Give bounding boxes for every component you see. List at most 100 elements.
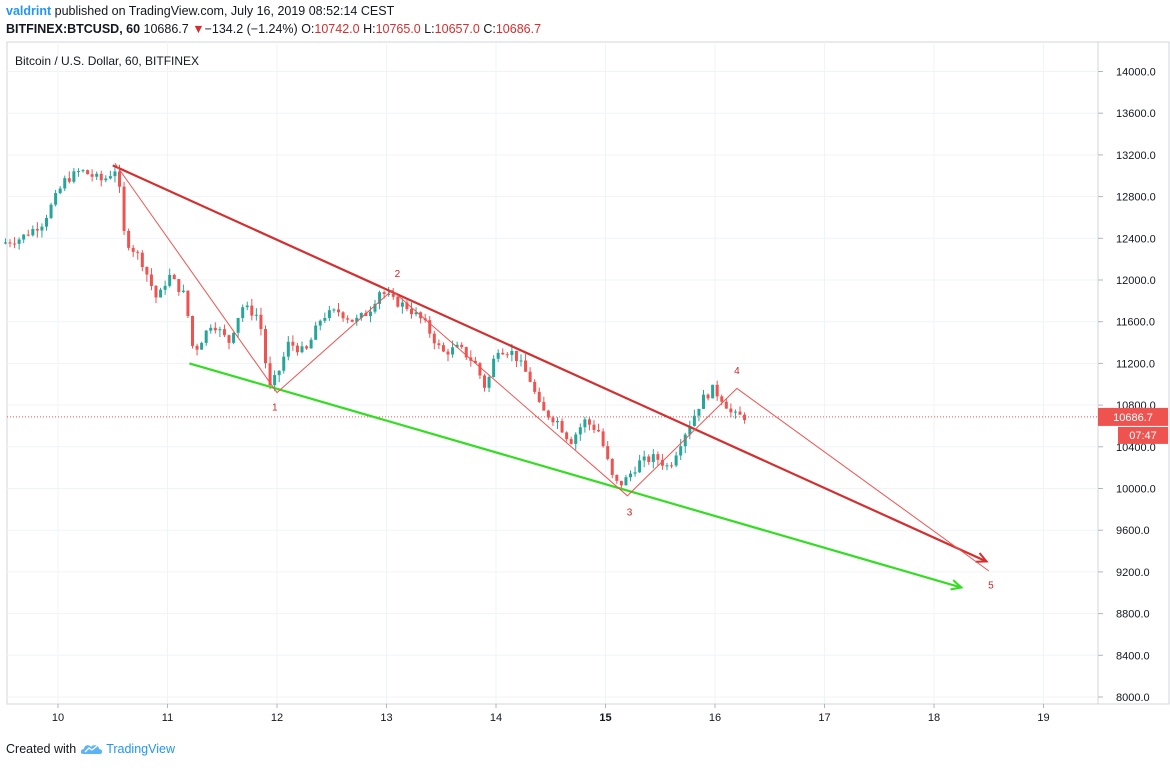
candle-body: [54, 193, 58, 205]
wave-label: 5: [988, 581, 994, 592]
x-tick-label: 10: [52, 712, 64, 724]
wave-label: 3: [627, 508, 633, 519]
candle-body: [400, 302, 404, 307]
candle-body: [227, 335, 231, 343]
candle-body: [58, 188, 62, 194]
candle-body: [432, 333, 436, 344]
x-tick-label: 12: [271, 712, 283, 724]
created-with-text: Created with: [6, 742, 77, 756]
candle-body: [565, 432, 569, 440]
candle-body: [213, 327, 217, 331]
candle-body: [3, 242, 7, 244]
candle-body: [26, 234, 30, 236]
y-tick-label: 12800.0: [1116, 192, 1156, 204]
candle-body: [149, 274, 153, 286]
candle-body: [13, 243, 17, 245]
candle-body: [537, 391, 541, 402]
candle-body: [487, 376, 491, 388]
author-name[interactable]: valdrint: [6, 4, 52, 18]
candle-body: [414, 312, 418, 315]
candle-body: [99, 173, 103, 181]
time-axis[interactable]: 10 11 12 13 14 15 16 17 18 19: [7, 703, 1169, 724]
y-tick-label: 12000.0: [1116, 275, 1156, 287]
candle-body: [642, 456, 646, 461]
wave-path: [114, 162, 990, 572]
candle-body: [76, 171, 80, 173]
candle-body: [291, 341, 295, 346]
candle-body: [546, 410, 550, 418]
y-tick-label: 13600.0: [1116, 108, 1156, 120]
candle-body: [337, 309, 341, 313]
y-tick-label: 9200.0: [1116, 567, 1150, 579]
candle-body: [232, 332, 236, 343]
red-trend-line: [112, 164, 988, 563]
candle-body: [396, 296, 400, 307]
open-label: O:: [301, 22, 315, 36]
candle-body: [140, 252, 144, 268]
candle-body: [556, 421, 560, 423]
candle-body: [670, 465, 674, 467]
candle-body: [633, 472, 637, 474]
candle-body: [309, 339, 313, 349]
x-tick-label: 14: [490, 712, 502, 724]
y-tick-label: 10000.0: [1116, 484, 1156, 496]
candle-body: [647, 456, 651, 462]
candle-body: [355, 317, 359, 322]
candle-body: [569, 439, 573, 444]
grid: [7, 42, 1098, 704]
x-tick-label: 19: [1037, 712, 1049, 724]
candle-body: [22, 234, 26, 240]
candle-body: [359, 312, 363, 318]
candle-body: [95, 173, 99, 177]
candle-body: [104, 178, 108, 181]
candle-body: [195, 345, 199, 350]
candle-body: [364, 312, 368, 317]
candle-body: [660, 459, 664, 466]
candle-body: [501, 352, 505, 355]
candle-body: [619, 480, 623, 486]
price-axis[interactable]: 8000.0 8400.0 8800.0 9200.0 9600.0 10000.0 104…: [1098, 67, 1168, 705]
candle-body: [186, 290, 190, 317]
candle-body: [729, 408, 733, 413]
symbol-info: BITFINEX:BTCUSD, 60 10686.7 ▼−134.2 (−1.…: [6, 22, 541, 36]
x-tick-label: 16: [709, 712, 721, 724]
candle-body: [90, 174, 94, 177]
candle-body: [455, 344, 459, 348]
candle-body: [382, 292, 386, 294]
candle-body: [606, 446, 610, 459]
tradingview-link[interactable]: TradingView: [80, 742, 175, 756]
candle-body: [127, 230, 131, 248]
candle-body: [665, 465, 669, 467]
chart-title: Bitcoin / U.S. Dollar, 60, BITFINEX: [15, 54, 199, 68]
candle-body: [551, 417, 555, 423]
candle-body: [177, 279, 181, 292]
candle-body: [268, 363, 272, 386]
candle-body: [528, 371, 532, 382]
x-tick-label: 18: [928, 712, 940, 724]
candle-body: [118, 171, 122, 187]
candle-body: [492, 358, 496, 377]
wave-label: 2: [395, 269, 401, 280]
candle-body: [273, 375, 277, 386]
y-tick-label: 14000.0: [1116, 67, 1156, 79]
symbol-name: BITFINEX:BTCUSD, 60: [6, 22, 141, 36]
candle-body: [45, 217, 49, 227]
candle-body: [350, 319, 354, 322]
candle-body: [241, 307, 245, 319]
low-label: L:: [424, 22, 435, 36]
candle-body: [378, 292, 382, 304]
candle-body: [496, 352, 500, 359]
candle-body: [200, 342, 204, 350]
candle-body: [505, 354, 509, 356]
chart-frame: [6, 41, 1170, 705]
y-tick-label: 9600.0: [1116, 525, 1150, 537]
candle-body: [373, 303, 377, 312]
candle-body: [711, 384, 715, 399]
candle-body: [451, 347, 455, 355]
candle-body: [341, 312, 345, 319]
candle-body: [464, 347, 468, 358]
candle-body: [519, 360, 523, 362]
candle-body: [8, 242, 12, 244]
candle-body: [86, 170, 90, 175]
